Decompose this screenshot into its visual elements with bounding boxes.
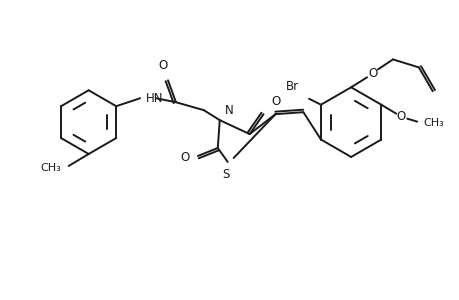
- Text: N: N: [224, 104, 233, 117]
- Text: S: S: [222, 168, 229, 181]
- Text: HN: HN: [146, 92, 163, 105]
- Text: O: O: [180, 152, 190, 164]
- Text: Br: Br: [285, 80, 298, 93]
- Text: CH₃: CH₃: [40, 163, 61, 173]
- Text: O: O: [396, 110, 405, 123]
- Text: O: O: [158, 59, 167, 72]
- Text: O: O: [271, 95, 280, 108]
- Text: CH₃: CH₃: [422, 118, 443, 128]
- Text: O: O: [368, 67, 377, 80]
